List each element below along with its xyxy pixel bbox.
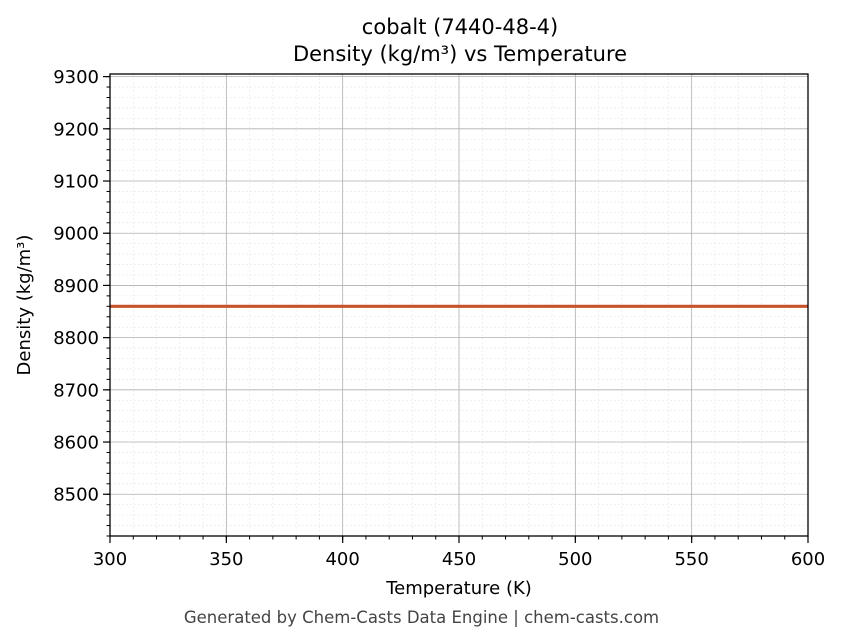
- x-axis-label: Temperature (K): [385, 578, 532, 599]
- x-tick-label: 350: [209, 549, 243, 570]
- x-tick-label: 500: [558, 549, 592, 570]
- x-tick-label: 300: [93, 549, 127, 570]
- x-tick-label: 450: [442, 549, 476, 570]
- y-tick-label: 9100: [53, 172, 99, 193]
- footer-credit: Generated by Chem-Casts Data Engine | ch…: [183, 608, 660, 627]
- y-tick-label: 8500: [53, 485, 99, 506]
- x-tick-label: 400: [325, 549, 359, 570]
- chart-subtitle: Density (kg/m³) vs Temperature: [293, 42, 627, 66]
- x-tick-label: 550: [674, 549, 708, 570]
- y-tick-label: 8600: [53, 433, 99, 454]
- tick-layer: 300 350 400 450 500 550 600 8500 8600 8700 8800 890…: [53, 67, 825, 570]
- y-axis-label: Density (kg/m³): [14, 235, 35, 376]
- y-tick-label: 8800: [53, 328, 99, 349]
- y-tick-label: 9300: [53, 67, 99, 88]
- y-tick-label: 9200: [53, 119, 99, 140]
- chart-title: cobalt (7440-48-4): [362, 15, 558, 39]
- y-tick-label: 8900: [53, 276, 99, 297]
- x-tick-label: 600: [791, 549, 825, 570]
- y-tick-label: 8700: [53, 380, 99, 401]
- y-tick-label: 9000: [53, 224, 99, 245]
